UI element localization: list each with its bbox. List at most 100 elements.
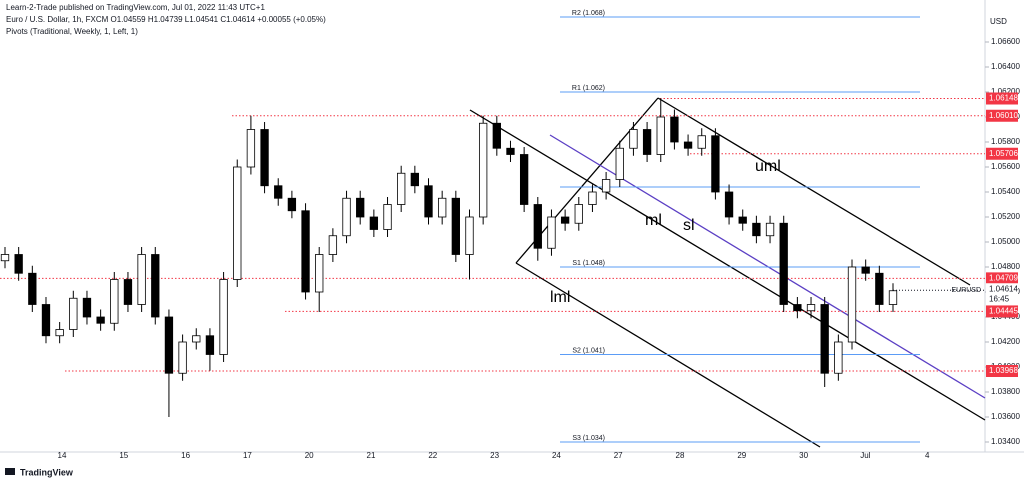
y-tick-label: 1.03400: [991, 437, 1020, 446]
y-tick-label: 1.05400: [991, 187, 1020, 196]
x-tick-label: 27: [614, 451, 623, 460]
x-tick-label: 22: [428, 451, 437, 460]
pitchfork: [469, 97, 986, 448]
candle-body: [601, 179, 611, 193]
candle-body: [492, 122, 501, 149]
candle-body: [806, 304, 816, 312]
candle-body: [41, 304, 51, 337]
candle-body: [151, 254, 160, 318]
candle-body: [560, 216, 570, 224]
y-tick-label: 1.06600: [991, 37, 1020, 46]
candle-body: [861, 266, 870, 274]
candle-body: [82, 297, 92, 318]
candle-body: [287, 197, 297, 212]
candle-body: [14, 254, 23, 274]
x-tick-label: 29: [737, 451, 746, 460]
y-tick-label: 1.03800: [991, 387, 1020, 396]
candle-body: [96, 316, 105, 324]
candle-body: [246, 129, 256, 168]
candle-body: [123, 279, 133, 305]
level-tag-label: 1.03968: [989, 366, 1018, 375]
candle-body: [656, 116, 665, 155]
y-tick-label: 1.05800: [991, 137, 1020, 146]
x-tick-label: 16: [181, 451, 190, 460]
candle-body: [55, 329, 64, 337]
candle-body: [683, 141, 693, 149]
candle-body: [670, 116, 679, 143]
x-tick-label: 23: [490, 451, 499, 460]
candle-body: [875, 272, 884, 305]
candle-body: [642, 129, 652, 155]
annotation: lml: [550, 289, 570, 306]
attribution: Learn-2-Trade published on TradingView.c…: [6, 3, 265, 12]
candle-body: [629, 129, 638, 149]
candle-body: [69, 297, 78, 330]
level-tag-label: 1.06148: [989, 94, 1018, 103]
last-price-label: 1.04614: [989, 284, 1018, 293]
candle-body: [0, 254, 10, 262]
candle-body: [424, 185, 433, 218]
candle-body: [779, 222, 788, 305]
pivot-label: R1 (1.062): [572, 85, 605, 92]
level-tag: [986, 147, 1018, 160]
candle-body: [820, 304, 829, 374]
x-tick-label: 30: [799, 451, 808, 460]
candle-body: [192, 335, 201, 343]
level-tag-label: 1.04709: [989, 273, 1018, 282]
pivot-label: S2 (1.041): [572, 347, 605, 354]
y-tick-label: 1.04800: [991, 262, 1020, 271]
countdown: 16:45: [989, 294, 1010, 303]
x-tick-label: Jul: [860, 451, 870, 460]
candle-body: [205, 335, 215, 355]
candle-body: [451, 197, 460, 255]
x-tick-label: 21: [367, 451, 376, 460]
level-tag: [986, 305, 1018, 318]
logo: TradingView: [20, 467, 74, 477]
candle-body: [356, 197, 365, 218]
candles: [0, 98, 898, 417]
pivot-label: R2 (1.068): [572, 10, 605, 17]
candle-body: [315, 254, 324, 293]
candle-body: [137, 254, 146, 305]
candle-body: [847, 266, 857, 343]
x-tick-label: 20: [305, 451, 314, 460]
candle-body: [533, 204, 542, 249]
candle-body: [547, 216, 556, 249]
symbol-label: EURUSD: [951, 287, 981, 294]
y-tick-label: 1.03600: [991, 412, 1020, 421]
candle-body: [438, 197, 447, 218]
candle-body: [369, 216, 379, 230]
symbol-legend: Euro / U.S. Dollar, 1h, FXCM O1.04559 H1…: [6, 15, 326, 24]
level-tag-label: 1.04445: [989, 306, 1018, 315]
level-tag: [986, 272, 1018, 285]
x-tick-label: 14: [58, 451, 67, 460]
candle-body: [233, 166, 242, 280]
candle-body: [834, 341, 843, 374]
y-tick-label: 1.06400: [991, 62, 1020, 71]
candle-body: [519, 154, 529, 205]
candle-body: [765, 222, 775, 237]
level-tag-label: 1.06010: [989, 111, 1018, 120]
y-tick-label: 1.04200: [991, 337, 1020, 346]
level-tag-label: 1.05706: [989, 149, 1018, 158]
candle-body: [110, 279, 119, 324]
level-tag: [986, 109, 1018, 122]
y-tick-label: 1.05000: [991, 237, 1020, 246]
currency: USD: [990, 17, 1007, 26]
candle-body: [28, 272, 37, 305]
x-tick-label: 17: [243, 451, 252, 460]
pivot-label: S3 (1.034): [572, 435, 605, 442]
candle-body: [738, 216, 747, 224]
candle-body: [506, 147, 515, 155]
annotation: uml: [755, 158, 781, 175]
candle-body: [478, 122, 488, 218]
level-tag: [986, 365, 1018, 377]
indicator-legend: Pivots (Traditional, Weekly, 1, Left, 1): [6, 27, 138, 36]
candle-body: [342, 197, 351, 237]
x-tick-label: 4: [925, 451, 930, 460]
candle-body: [383, 204, 392, 230]
candle-body: [752, 222, 761, 237]
y-tick-label: 1.05600: [991, 162, 1020, 171]
y-tick-label: 1.05200: [991, 212, 1020, 221]
